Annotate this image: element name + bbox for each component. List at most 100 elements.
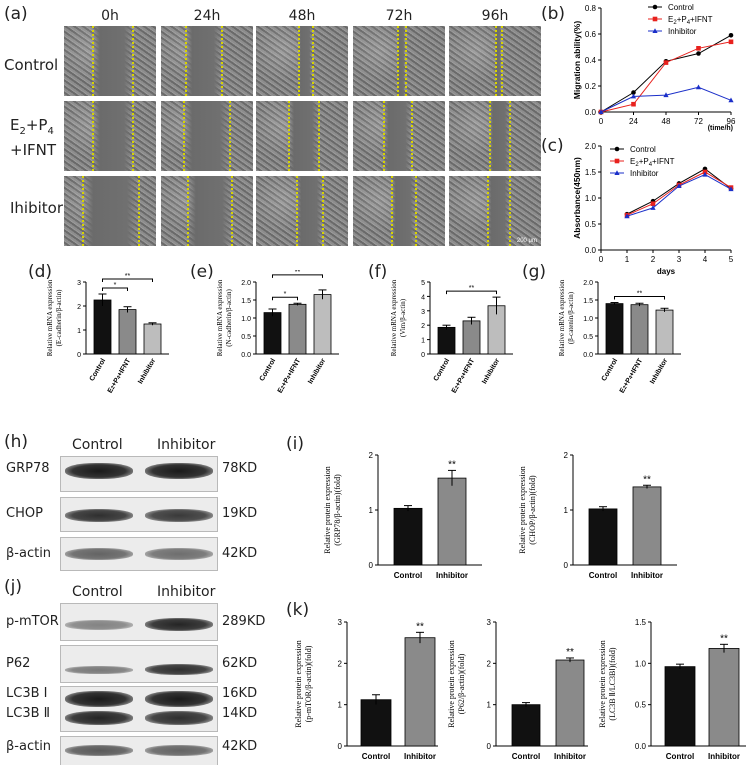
time-label-0h: 0h bbox=[101, 8, 119, 24]
chart-c-absorbance: 0.0 0.5 1.0 1.5 2.0 0 1 2 3 4 5 Absorbance(450nm) da… bbox=[572, 142, 734, 276]
data-point bbox=[728, 39, 734, 45]
y-tick-label: 0 bbox=[564, 561, 569, 570]
wound-gap bbox=[92, 101, 132, 171]
blot-row-label: LC3B Ⅱ bbox=[6, 706, 51, 721]
y-tick-label: 0.0 bbox=[583, 352, 593, 359]
significance-mark: ** bbox=[637, 291, 643, 298]
wound-edge-right bbox=[132, 26, 134, 96]
blot-strip bbox=[60, 497, 218, 532]
y-tick-label: 2.0 bbox=[585, 142, 597, 151]
blot-strip bbox=[60, 686, 218, 732]
bar bbox=[605, 303, 624, 355]
data-point bbox=[650, 205, 656, 210]
wound-edge-right bbox=[509, 101, 511, 171]
scratch-tile bbox=[256, 176, 348, 246]
scratch-tile bbox=[353, 101, 445, 171]
y-tick-label: 1 bbox=[487, 701, 492, 710]
blot-kd-label: 14KD bbox=[222, 706, 258, 721]
data-point bbox=[728, 33, 734, 38]
y-tick-label: 0.8 bbox=[585, 4, 597, 13]
bar bbox=[360, 699, 392, 747]
chart-k-pmtor: 0 1 2 3 Relative protein expression (p-mTOR/β… bbox=[294, 618, 438, 761]
y-tick-label: 3 bbox=[487, 618, 492, 627]
bar bbox=[313, 294, 332, 355]
x-tick-label: 2 bbox=[651, 255, 656, 264]
blot-row-label: β-actin bbox=[6, 546, 52, 561]
wound-gap bbox=[397, 26, 405, 96]
significance-bracket bbox=[272, 274, 323, 278]
bar bbox=[708, 648, 740, 747]
bar bbox=[93, 299, 112, 355]
bar bbox=[437, 477, 467, 566]
legend-label: Control bbox=[668, 3, 694, 12]
protein-band bbox=[145, 711, 213, 725]
x-tick-label: 0 bbox=[599, 117, 604, 126]
y-tick-label: 0.0 bbox=[241, 352, 251, 359]
legend-label: E2+P4+IFNT bbox=[668, 15, 713, 26]
scratch-tile bbox=[161, 176, 253, 246]
data-point bbox=[614, 170, 620, 175]
data-point bbox=[676, 183, 682, 189]
bar bbox=[462, 320, 481, 355]
y-tick-label: 3 bbox=[338, 618, 343, 627]
y-tick-label: 1 bbox=[421, 338, 425, 345]
blot-row-label: CHOP bbox=[6, 506, 43, 521]
category-label: Inhibitor bbox=[404, 752, 436, 761]
bar bbox=[655, 309, 674, 355]
protein-band bbox=[65, 745, 133, 756]
y-tick-label: 0.4 bbox=[585, 56, 597, 65]
protein-band bbox=[65, 691, 133, 707]
y-axis-label: Relative mRNA expression bbox=[46, 279, 54, 356]
blot-strip bbox=[60, 537, 218, 571]
panel-label-j: (j) bbox=[4, 577, 22, 597]
wound-gap bbox=[383, 101, 411, 171]
y-axis-label-2: (GRP78/β-actin)(fold) bbox=[333, 474, 342, 546]
significance-bracket bbox=[102, 278, 153, 282]
y-axis-label: Absorbance(450nm) bbox=[572, 157, 582, 239]
scratch-tile bbox=[353, 176, 445, 246]
y-tick-label: 3 bbox=[77, 280, 81, 287]
y-axis-label: Relative mRNA expression bbox=[390, 279, 398, 356]
wound-edge-right bbox=[405, 26, 407, 96]
significance-mark: ** bbox=[720, 633, 728, 644]
wound-gap bbox=[296, 176, 322, 246]
time-label-96h: 96h bbox=[481, 8, 509, 24]
protein-band bbox=[145, 548, 213, 560]
panel-label-c: (c) bbox=[541, 136, 564, 156]
blot-h-group-control: Control bbox=[72, 437, 123, 453]
y-tick-label: 3 bbox=[421, 309, 425, 316]
category-label: Control bbox=[601, 357, 620, 382]
significance-mark: ** bbox=[295, 270, 301, 276]
significance-mark: * bbox=[284, 291, 287, 298]
category-label: E2+P4+IFNT bbox=[451, 357, 477, 395]
series-line bbox=[600, 34, 732, 113]
wound-gap bbox=[187, 176, 231, 246]
bar bbox=[288, 303, 307, 355]
y-tick-label: 1 bbox=[369, 506, 374, 515]
y-tick-label: 0 bbox=[369, 561, 374, 570]
wound-gap bbox=[92, 26, 132, 96]
x-tick-label: 3 bbox=[677, 255, 682, 264]
category-label: Inhibitor bbox=[481, 357, 501, 385]
panel-label-i: (i) bbox=[286, 434, 304, 454]
wound-edge-left bbox=[487, 176, 489, 246]
y-axis-label: Migration ability(%) bbox=[572, 21, 582, 100]
y-tick-label: 1.5 bbox=[241, 298, 251, 305]
wound-edge-left bbox=[187, 176, 189, 246]
bar bbox=[263, 312, 282, 355]
y-tick-label: 0 bbox=[338, 742, 343, 751]
data-point bbox=[624, 213, 630, 219]
chart-k-p62: 0 1 2 3 Relative protein expression (P62/β-ac… bbox=[447, 618, 588, 761]
significance-mark: ** bbox=[125, 273, 131, 280]
wound-gap bbox=[489, 101, 509, 171]
bar bbox=[118, 309, 137, 355]
blot-kd-label: 42KD bbox=[222, 546, 258, 561]
data-point bbox=[728, 97, 734, 103]
y-tick-label: 0.5 bbox=[583, 334, 593, 341]
blot-kd-label: 78KD bbox=[222, 461, 258, 476]
protein-band bbox=[145, 509, 213, 522]
blot-row-label: p-mTOR bbox=[6, 614, 59, 629]
y-axis-label: Relative mRNA expression bbox=[216, 279, 224, 356]
y-tick-label: 0 bbox=[421, 352, 425, 359]
wound-edge-right bbox=[322, 176, 324, 246]
